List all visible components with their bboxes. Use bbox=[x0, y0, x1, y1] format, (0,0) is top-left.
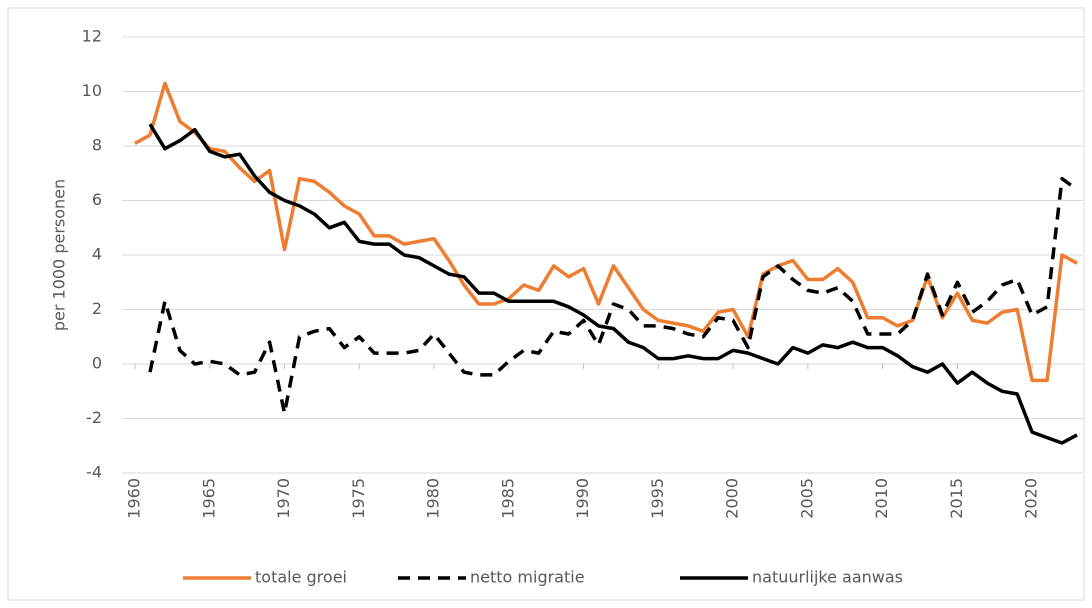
legend-label: totale groei bbox=[255, 568, 347, 587]
x-tick-label: 2000 bbox=[723, 478, 742, 519]
x-tick-label: 1985 bbox=[498, 478, 517, 519]
x-tick-label: 1965 bbox=[199, 478, 218, 519]
series-line bbox=[148, 176, 1079, 415]
y-tick-label: -2 bbox=[86, 408, 102, 427]
y-tick-label: 12 bbox=[82, 27, 102, 46]
y-tick-label: 0 bbox=[92, 354, 102, 373]
x-tick-label: 1970 bbox=[274, 478, 293, 519]
x-tick-label: 1980 bbox=[424, 478, 443, 519]
x-tick-label: 1990 bbox=[573, 478, 592, 519]
y-tick-label: 4 bbox=[92, 245, 102, 264]
x-tick-label: 1995 bbox=[648, 478, 667, 519]
x-tick-label: 2020 bbox=[1022, 478, 1041, 519]
legend-label: natuurlijke aanwas bbox=[752, 568, 903, 587]
x-tick-label: 2005 bbox=[797, 478, 816, 519]
y-tick-label: 8 bbox=[92, 136, 102, 155]
x-tick-label: 1960 bbox=[125, 478, 144, 519]
y-axis-label: per 1000 personen bbox=[50, 179, 69, 331]
legend-label: netto migratie bbox=[470, 568, 585, 587]
x-tick-label: 2015 bbox=[947, 478, 966, 519]
series-line bbox=[148, 123, 1078, 445]
chart-frame bbox=[7, 7, 1085, 601]
x-tick-label: 2010 bbox=[872, 478, 891, 519]
x-tick-label: 1975 bbox=[349, 478, 368, 519]
y-tick-label: -4 bbox=[86, 463, 102, 482]
y-tick-label: 10 bbox=[82, 81, 102, 100]
y-tick-label: 6 bbox=[92, 190, 102, 209]
y-tick-label: 2 bbox=[92, 299, 102, 318]
